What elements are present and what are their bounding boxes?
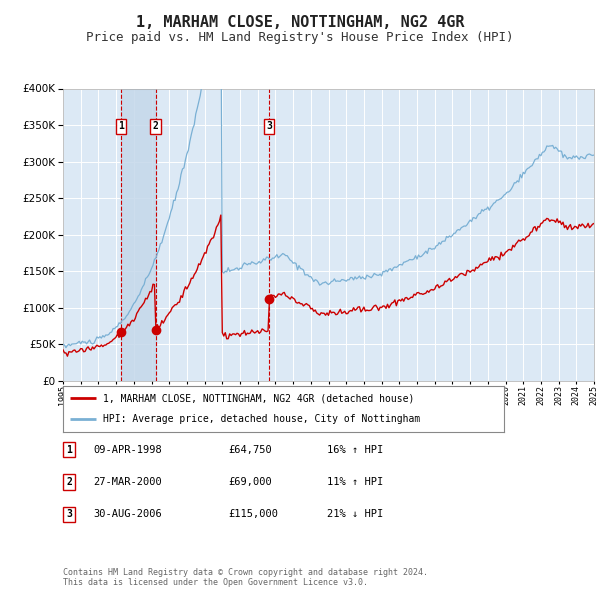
Text: 3: 3 xyxy=(266,122,272,132)
Text: Contains HM Land Registry data © Crown copyright and database right 2024.
This d: Contains HM Land Registry data © Crown c… xyxy=(63,568,428,587)
Text: 1: 1 xyxy=(118,122,124,132)
Bar xyxy=(121,88,155,381)
Text: £115,000: £115,000 xyxy=(228,510,278,519)
Text: 2: 2 xyxy=(152,122,158,132)
Text: 16% ↑ HPI: 16% ↑ HPI xyxy=(327,445,383,454)
Text: 09-APR-1998: 09-APR-1998 xyxy=(93,445,162,454)
Text: 30-AUG-2006: 30-AUG-2006 xyxy=(93,510,162,519)
Text: HPI: Average price, detached house, City of Nottingham: HPI: Average price, detached house, City… xyxy=(103,414,420,424)
Text: Price paid vs. HM Land Registry's House Price Index (HPI): Price paid vs. HM Land Registry's House … xyxy=(86,31,514,44)
Text: 21% ↓ HPI: 21% ↓ HPI xyxy=(327,510,383,519)
Text: 11% ↑ HPI: 11% ↑ HPI xyxy=(327,477,383,487)
Text: 2: 2 xyxy=(66,477,72,487)
Text: 1, MARHAM CLOSE, NOTTINGHAM, NG2 4GR (detached house): 1, MARHAM CLOSE, NOTTINGHAM, NG2 4GR (de… xyxy=(103,394,414,404)
Text: 3: 3 xyxy=(66,510,72,519)
Text: 1: 1 xyxy=(66,445,72,454)
Text: 27-MAR-2000: 27-MAR-2000 xyxy=(93,477,162,487)
Text: 1, MARHAM CLOSE, NOTTINGHAM, NG2 4GR: 1, MARHAM CLOSE, NOTTINGHAM, NG2 4GR xyxy=(136,15,464,30)
Text: £69,000: £69,000 xyxy=(228,477,272,487)
Text: £64,750: £64,750 xyxy=(228,445,272,454)
